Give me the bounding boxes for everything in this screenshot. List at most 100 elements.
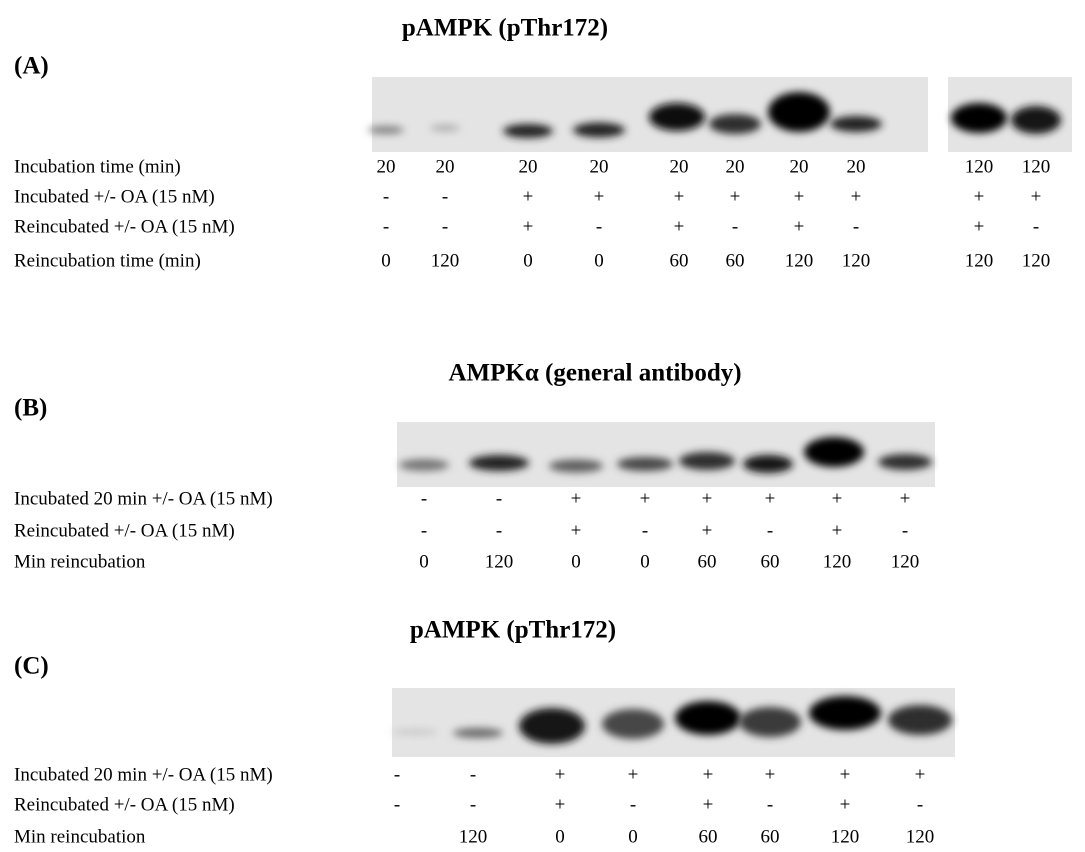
blot-band <box>649 103 705 131</box>
cell: + <box>555 794 566 815</box>
blot-band <box>830 116 882 132</box>
cell: 60 <box>698 551 717 572</box>
cell: + <box>832 520 843 541</box>
blot-band <box>519 708 585 744</box>
cell: - <box>496 520 502 541</box>
cell: 0 <box>419 551 429 572</box>
cell: 60 <box>726 250 745 271</box>
cell: + <box>915 764 926 785</box>
blot-band <box>602 709 664 739</box>
row-label: Reincubated +/- OA (15 nM) <box>14 216 235 237</box>
cell: + <box>523 216 534 237</box>
cell: - <box>917 794 923 815</box>
blot-band <box>878 454 932 470</box>
cell: 120 <box>842 250 871 271</box>
cell: 120 <box>831 826 860 847</box>
blot-band <box>679 452 735 470</box>
row-label: Incubated +/- OA (15 nM) <box>14 186 215 207</box>
cell: + <box>703 794 714 815</box>
cell: 120 <box>1022 250 1051 271</box>
cell: 20 <box>847 156 866 177</box>
cell: 20 <box>726 156 745 177</box>
cell: - <box>394 794 400 815</box>
cell: - <box>902 520 908 541</box>
blot-band <box>573 123 625 138</box>
blot-band <box>804 437 864 467</box>
cell: + <box>674 186 685 207</box>
blot-band <box>951 103 1007 133</box>
row-label: Reincubated +/- OA (15 nM) <box>14 520 235 541</box>
cell: + <box>594 186 605 207</box>
blot-band <box>453 728 503 738</box>
panel-title: pAMPK (pThr172) <box>410 617 616 644</box>
cell: - <box>442 216 448 237</box>
cell: - <box>642 520 648 541</box>
cell: + <box>730 186 741 207</box>
cell: 20 <box>436 156 455 177</box>
cell: - <box>470 764 476 785</box>
cell: - <box>421 520 427 541</box>
cell: 0 <box>523 250 533 271</box>
cell: - <box>732 216 738 237</box>
row-label: Incubated 20 min +/- OA (15 nM) <box>14 488 273 509</box>
cell: + <box>840 764 851 785</box>
row-label: Min reincubation <box>14 551 146 572</box>
cell: 0 <box>381 250 391 271</box>
cell: - <box>853 216 859 237</box>
panel-title: AMPKα (general antibody) <box>448 360 741 387</box>
cell: 20 <box>590 156 609 177</box>
cell: 120 <box>906 826 935 847</box>
cell: 120 <box>459 826 488 847</box>
cell: + <box>900 488 911 509</box>
cell: - <box>442 186 448 207</box>
cell: 60 <box>761 826 780 847</box>
cell: + <box>1031 186 1042 207</box>
cell: + <box>794 186 805 207</box>
cell: + <box>571 488 582 509</box>
cell: - <box>383 216 389 237</box>
blot-band <box>739 707 801 737</box>
figure: pAMPK (pThr172) (A) Incubation time (min) 2… <box>0 0 1085 852</box>
row-label: Incubation time (min) <box>14 156 181 177</box>
cell: + <box>571 520 582 541</box>
blot-band <box>399 459 449 471</box>
blot-band <box>617 457 673 471</box>
cell: 0 <box>628 826 638 847</box>
panel-label: (B) <box>14 395 47 422</box>
cell: - <box>630 794 636 815</box>
cell: - <box>1033 216 1039 237</box>
cell: - <box>767 520 773 541</box>
cell: + <box>674 216 685 237</box>
cell: + <box>832 488 843 509</box>
cell: + <box>765 488 776 509</box>
row-label: Reincubation time (min) <box>14 250 201 271</box>
cell: 0 <box>640 551 650 572</box>
cell: + <box>555 764 566 785</box>
cell: - <box>496 488 502 509</box>
panel-label: (C) <box>14 653 49 680</box>
cell: + <box>765 764 776 785</box>
cell: 0 <box>571 551 581 572</box>
cell: - <box>421 488 427 509</box>
cell: 120 <box>1022 156 1051 177</box>
blot-band <box>503 124 553 138</box>
cell: + <box>702 488 713 509</box>
row-label: Reincubated +/- OA (15 nM) <box>14 794 235 815</box>
blot-band <box>709 114 761 134</box>
cell: + <box>794 216 805 237</box>
cell: + <box>703 764 714 785</box>
cell: 0 <box>594 250 604 271</box>
panel-label: (A) <box>14 53 49 80</box>
cell: 120 <box>891 551 920 572</box>
blot-band <box>809 696 881 730</box>
blot-band <box>430 125 460 132</box>
cell: - <box>767 794 773 815</box>
cell: 120 <box>785 250 814 271</box>
blot-band <box>549 460 603 473</box>
cell: - <box>470 794 476 815</box>
cell: 120 <box>965 156 994 177</box>
cell: 120 <box>965 250 994 271</box>
cell: + <box>974 216 985 237</box>
cell: - <box>394 764 400 785</box>
blot-band <box>768 92 830 132</box>
